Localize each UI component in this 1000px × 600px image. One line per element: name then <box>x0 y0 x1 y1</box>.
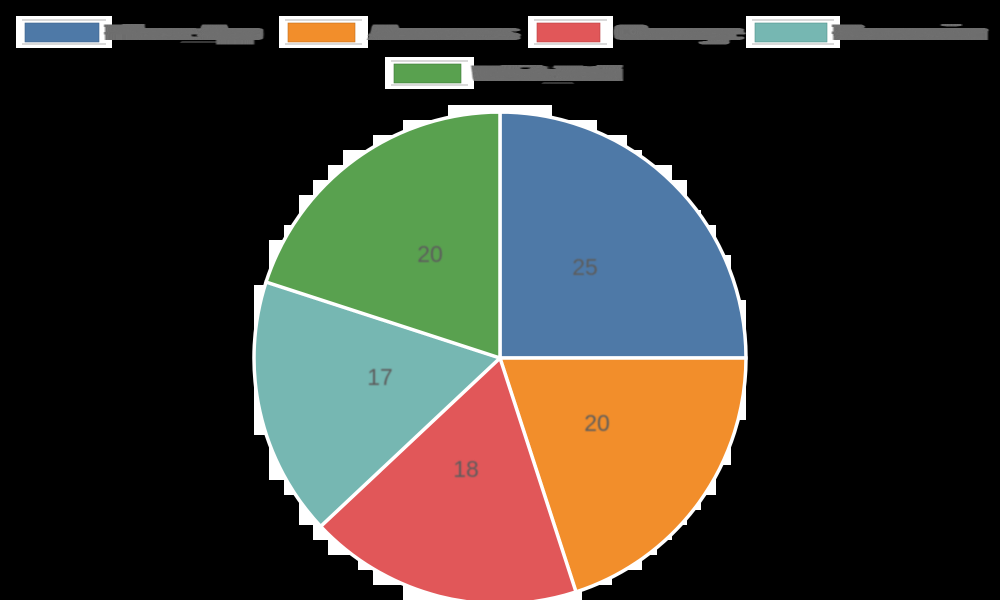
svg-text:Website_Retail: Website_Retail <box>480 61 615 86</box>
svg-text:Coverage: Coverage <box>622 20 736 45</box>
svg-text:20: 20 <box>417 241 443 267</box>
svg-text:Reconversion: Reconversion <box>841 20 980 45</box>
svg-text:Phone_App: Phone_App <box>113 20 255 45</box>
svg-text:25: 25 <box>572 254 598 280</box>
svg-text:20: 20 <box>584 410 610 436</box>
svg-text:Awareness: Awareness <box>376 20 512 45</box>
svg-text:18: 18 <box>453 456 479 482</box>
svg-text:17: 17 <box>367 364 393 390</box>
